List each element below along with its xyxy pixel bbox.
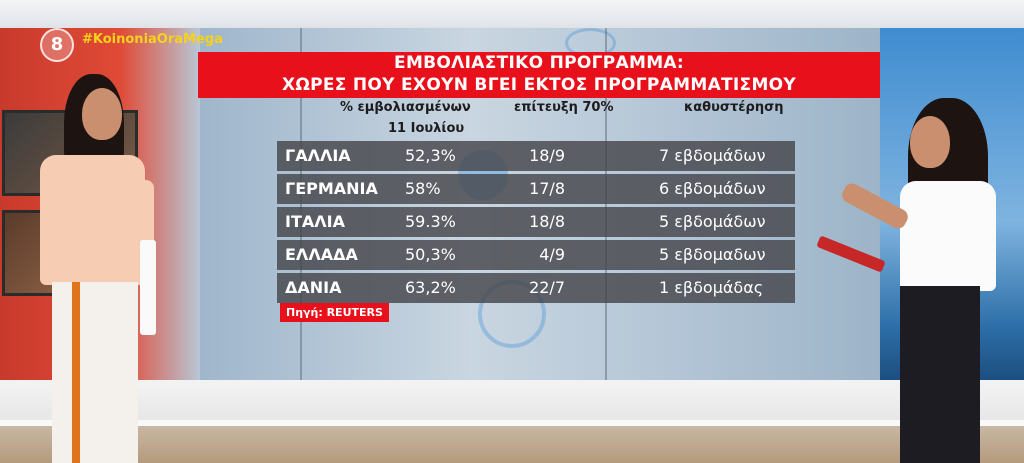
target-date-cell: 17/8 xyxy=(529,179,565,198)
delay-cell: 5 εβδομαδων xyxy=(659,245,766,264)
column-subheader-date: 11 Ιουλίου xyxy=(388,121,465,136)
delay-cell: 5 εβδομάδων xyxy=(659,212,766,231)
shirt xyxy=(900,181,996,291)
target-date-cell: 18/9 xyxy=(529,146,565,165)
target-date-cell: 4/9 xyxy=(539,245,565,264)
face xyxy=(910,116,950,168)
title-line-2: ΧΩΡΕΣ ΠΟΥ ΕΧΟΥΝ ΒΓΕΙ ΕΚΤΟΣ ΠΡΟΓΡΑΜΜΑΤΙΣΜ… xyxy=(281,75,797,95)
country-cell: ΙΤΑΛΙΑ xyxy=(285,212,345,231)
table-row: ΔΑΝΙΑ 63,2% 22/7 1 εβδομάδας xyxy=(277,273,795,303)
country-cell: ΔΑΝΙΑ xyxy=(285,278,342,297)
column-header-vaccinated: % εμβολιασμένων xyxy=(340,100,471,115)
delay-cell: 6 εβδομάδων xyxy=(659,179,766,198)
vaccinated-pct-cell: 63,2% xyxy=(405,278,456,297)
delay-cell: 1 εβδομάδας xyxy=(659,278,764,297)
table-row: ΙΤΑΛΙΑ 59.3% 18/8 5 εβδομάδων xyxy=(277,207,795,237)
trousers xyxy=(52,282,138,463)
floor-light-strip xyxy=(0,420,1024,426)
country-cell: ΕΛΛΑΔΑ xyxy=(285,245,358,264)
column-header-target: επίτευξη 70% xyxy=(514,100,614,115)
vaccinated-pct-cell: 52,3% xyxy=(405,146,456,165)
source-label: Πηγή: REUTERS xyxy=(280,303,389,322)
paper-sheet xyxy=(140,240,156,335)
title-line-1: ΕΜΒΟΛΙΑΣΤΙΚΟ ΠΡΟΓΡΑΜΜΑ: xyxy=(394,53,684,73)
presenter-right xyxy=(816,96,1000,463)
trouser-stripe xyxy=(72,282,80,463)
infographic-title: ΕΜΒΟΛΙΑΣΤΙΚΟ ΠΡΟΓΡΑΜΜΑ: ΧΩΡΕΣ ΠΟΥ ΕΧΟΥΝ … xyxy=(198,52,880,98)
table-row: ΓΑΛΛΙΑ 52,3% 18/9 7 εβδομάδων xyxy=(277,141,795,171)
trousers xyxy=(900,286,980,463)
table-row: ΓΕΡΜΑΝΙΑ 58% 17/8 6 εβδομάδων xyxy=(277,174,795,204)
video-wall-seam xyxy=(300,28,302,380)
channel-logo: 8 xyxy=(40,28,74,62)
video-wall-seam xyxy=(605,28,607,380)
shirt xyxy=(40,155,145,285)
target-date-cell: 18/8 xyxy=(529,212,565,231)
show-hashtag: #KoinoniaOraMega xyxy=(82,32,223,47)
column-header-delay: καθυστέρηση xyxy=(684,100,784,115)
target-date-cell: 22/7 xyxy=(529,278,565,297)
country-cell: ΓΕΡΜΑΝΙΑ xyxy=(285,179,378,198)
studio-ceiling xyxy=(0,0,1024,28)
delay-cell: 7 εβδομάδων xyxy=(659,146,766,165)
vaccinated-pct-cell: 58% xyxy=(405,179,441,198)
vaccinated-pct-cell: 50,3% xyxy=(405,245,456,264)
face xyxy=(82,88,122,140)
presenter-left xyxy=(30,70,170,463)
country-cell: ΓΑΛΛΙΑ xyxy=(285,146,351,165)
vaccinated-pct-cell: 59.3% xyxy=(405,212,456,231)
table-row: ΕΛΛΑΔΑ 50,3% 4/9 5 εβδομαδων xyxy=(277,240,795,270)
